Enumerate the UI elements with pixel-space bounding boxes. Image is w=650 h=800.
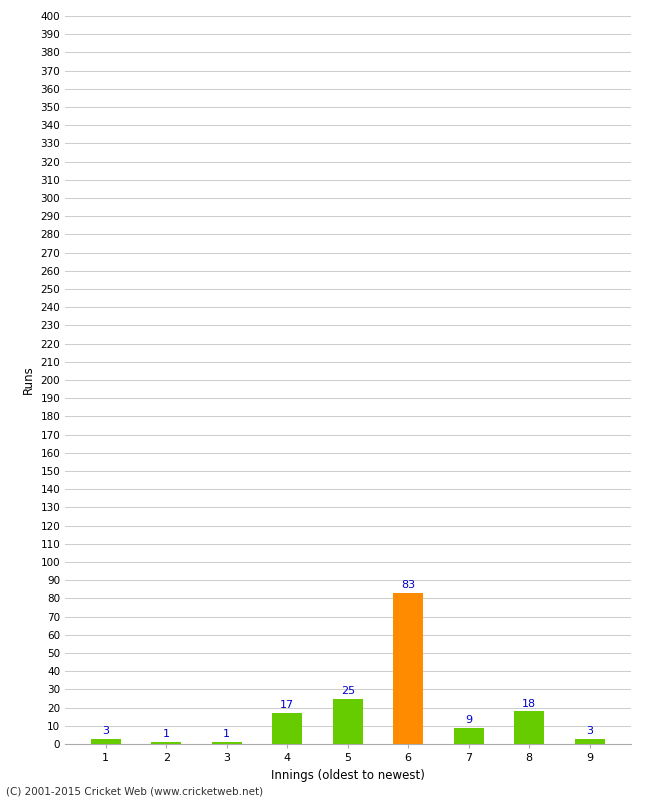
Text: 83: 83 bbox=[401, 580, 415, 590]
Bar bbox=[212, 742, 242, 744]
Text: 25: 25 bbox=[341, 686, 355, 696]
Bar bbox=[272, 713, 302, 744]
Bar bbox=[454, 728, 484, 744]
Text: 1: 1 bbox=[224, 730, 230, 739]
Bar bbox=[514, 711, 544, 744]
Bar bbox=[393, 593, 423, 744]
Text: 1: 1 bbox=[162, 730, 170, 739]
Y-axis label: Runs: Runs bbox=[22, 366, 35, 394]
Text: (C) 2001-2015 Cricket Web (www.cricketweb.net): (C) 2001-2015 Cricket Web (www.cricketwe… bbox=[6, 786, 264, 796]
Text: 3: 3 bbox=[586, 726, 593, 736]
Bar bbox=[91, 738, 121, 744]
Text: 3: 3 bbox=[102, 726, 109, 736]
Bar bbox=[151, 742, 181, 744]
Bar bbox=[333, 698, 363, 744]
Text: 9: 9 bbox=[465, 715, 473, 725]
Text: 17: 17 bbox=[280, 700, 294, 710]
Text: 18: 18 bbox=[522, 698, 536, 709]
Bar bbox=[575, 738, 604, 744]
X-axis label: Innings (oldest to newest): Innings (oldest to newest) bbox=[271, 769, 424, 782]
